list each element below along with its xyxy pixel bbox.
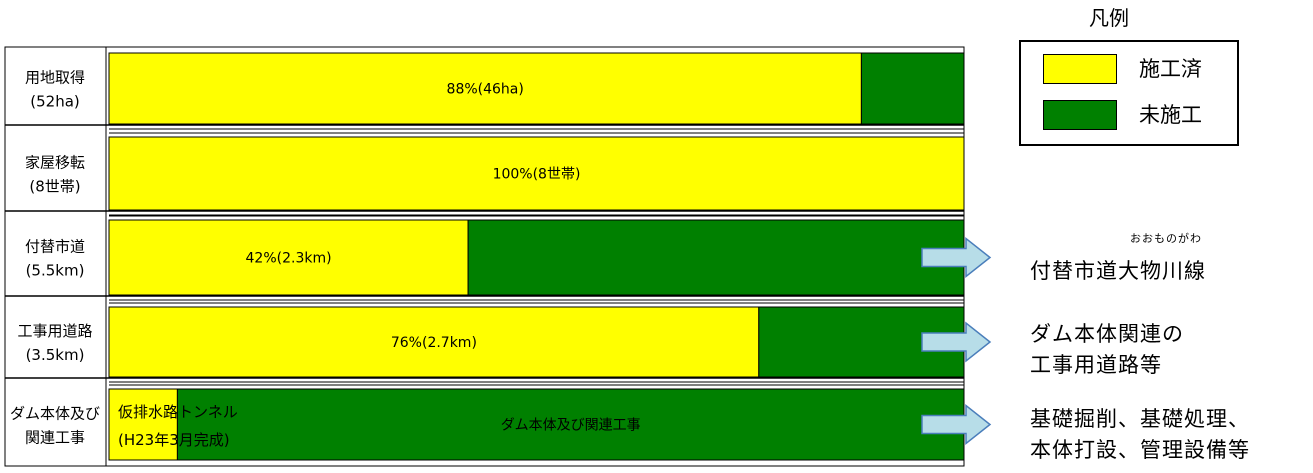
row-note-row-4-line-1: (H23年3月完成) — [118, 431, 230, 449]
category-label-row-0-line-0: 用地取得 — [25, 69, 85, 87]
bar-pending-row-4 — [176, 388, 965, 461]
side-note-dam-works-line-1: 基礎掘削、基礎処理、 — [1030, 407, 1250, 431]
bar-pending-row-2 — [467, 219, 965, 296]
legend-swatch-completed — [1043, 54, 1117, 84]
side-note-dam-works-line-2: 本体打設、管理設備等 — [1030, 438, 1250, 462]
category-label-row-1-line-0: 家屋移転 — [25, 154, 85, 172]
side-note-construction-road-line-1: ダム本体関連の — [1030, 322, 1184, 346]
side-note-construction-road-line-2: 工事用道路等 — [1030, 353, 1162, 377]
bar-completed-row-2 — [108, 219, 469, 296]
row-note-row-4-line-0: 仮排水路トンネル — [118, 403, 238, 421]
data-label-row-2: 42%(2.3km) — [246, 251, 332, 267]
side-note-road-line-1: 付替市道大物川線 — [1030, 259, 1206, 283]
category-label-row-2-line-1: (5.5km) — [26, 262, 85, 280]
category-label-row-1-line-1: (8世帯) — [29, 178, 80, 196]
bar-completed-row-0 — [108, 52, 862, 125]
category-label-row-3-line-1: (3.5km) — [26, 346, 85, 364]
category-label-row-3-line-0: 工事用道路 — [17, 322, 92, 340]
right-arrow-icon — [921, 236, 992, 279]
category-label-row-0-line-1: (52ha) — [30, 93, 80, 111]
legend-title: 凡例 — [1089, 6, 1129, 30]
category-label-row-4-line-1: 関連工事 — [25, 429, 85, 447]
data-label-row-4: ダム本体及び関連工事 — [501, 418, 641, 434]
legend: 施工済 未施工 — [1019, 40, 1239, 146]
legend-swatch-pending — [1043, 100, 1117, 130]
side-note-ruby: おおものがわ — [1130, 232, 1202, 245]
data-label-row-1: 100%(8世帯) — [493, 167, 581, 183]
data-label-row-3: 76%(2.7km) — [391, 335, 477, 351]
right-arrow-icon — [921, 403, 992, 446]
bar-completed-row-1 — [108, 136, 965, 211]
bar-pending-row-0 — [860, 52, 965, 125]
bar-completed-row-3 — [108, 306, 760, 378]
bar-completed-row-4 — [108, 388, 178, 461]
category-label-row-2-line-0: 付替市道 — [25, 238, 85, 256]
right-arrow-icon — [921, 321, 992, 363]
category-label-row-4-line-0: ダム本体及び — [10, 405, 100, 423]
legend-label-pending: 未施工 — [1139, 103, 1202, 127]
data-label-row-0: 88%(46ha) — [447, 82, 524, 98]
legend-label-completed: 施工済 — [1139, 57, 1202, 81]
